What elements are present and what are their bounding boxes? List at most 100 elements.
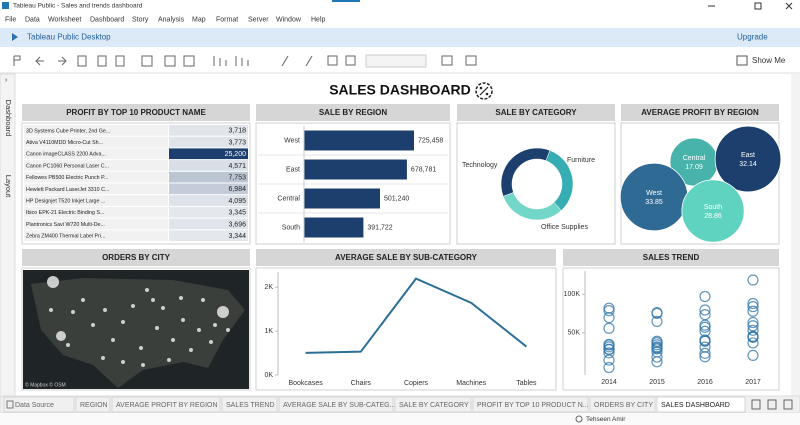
cell-value: 3,773 bbox=[228, 139, 246, 146]
collapse-arrow[interactable]: › bbox=[5, 77, 8, 84]
fit-dropdown[interactable] bbox=[365, 54, 427, 68]
sheet-tab[interactable] bbox=[111, 396, 221, 413]
tool-icon[interactable] bbox=[465, 55, 477, 66]
tool-icon[interactable] bbox=[183, 55, 195, 67]
x-tick-label: Copiers bbox=[404, 380, 429, 387]
sheet-tab[interactable] bbox=[472, 396, 589, 413]
sheet-tab-label[interactable]: SALES TREND bbox=[226, 402, 275, 409]
menu-item[interactable]: Window bbox=[276, 16, 302, 23]
point bbox=[747, 337, 759, 349]
sheet-tab[interactable] bbox=[278, 396, 394, 413]
tool-icon[interactable] bbox=[97, 55, 107, 67]
sheet-tab-label[interactable]: PROFIT BY TOP 10 PRODUCT N... bbox=[477, 402, 589, 409]
menu-item[interactable]: Dashboard bbox=[90, 16, 124, 23]
point bbox=[603, 341, 615, 353]
bubble-value: 32.14 bbox=[739, 161, 757, 168]
bubble-value: 17.09 bbox=[685, 164, 703, 171]
tool-icon[interactable] bbox=[77, 55, 87, 67]
sheet-tab-label[interactable]: AVERAGE PROFIT BY REGION bbox=[116, 402, 218, 409]
category-label: South bbox=[282, 224, 300, 231]
sheet-tab-label[interactable]: AVERAGE SALE BY SUB-CATEG... bbox=[283, 402, 395, 409]
y-tick-label: 1K bbox=[264, 328, 273, 335]
highlight-cell bbox=[169, 195, 248, 206]
point bbox=[603, 305, 615, 317]
y-tick-label: 50K bbox=[568, 329, 581, 336]
scrollbar[interactable] bbox=[791, 74, 800, 396]
show-me-button[interactable]: Show Me bbox=[752, 56, 786, 65]
menu-item[interactable]: Format bbox=[216, 16, 238, 23]
point bbox=[699, 335, 711, 347]
city-dot bbox=[217, 306, 229, 318]
menu-item[interactable]: Story bbox=[132, 16, 149, 23]
sheet-tab-label[interactable]: REGION bbox=[80, 402, 108, 409]
x-tick-label: Bookcases bbox=[288, 380, 323, 387]
upgrade-link[interactable]: Upgrade bbox=[737, 33, 768, 42]
new-sheet[interactable] bbox=[751, 399, 761, 410]
sheet-tab-label[interactable]: Data Source bbox=[15, 402, 54, 409]
cell-value: 3,344 bbox=[228, 233, 246, 240]
window-title: Tableau Public - Sales and trends dashbo… bbox=[13, 3, 143, 10]
show-me-icon[interactable] bbox=[736, 55, 748, 66]
forward-button[interactable] bbox=[58, 56, 67, 66]
sheet-tab[interactable] bbox=[394, 396, 472, 413]
menu-item[interactable]: Map bbox=[192, 16, 206, 23]
sheet-tab-label[interactable]: SALE BY CATEGORY bbox=[399, 402, 469, 409]
menu-item[interactable]: Analysis bbox=[158, 16, 185, 23]
panel-header bbox=[563, 249, 779, 266]
point bbox=[699, 347, 711, 359]
new-dashboard[interactable] bbox=[767, 399, 777, 410]
tool-icon[interactable] bbox=[327, 55, 338, 66]
city-dot bbox=[161, 306, 165, 310]
side-tab[interactable]: Dashboard bbox=[4, 100, 13, 137]
name-cell bbox=[24, 160, 168, 171]
menu-item[interactable]: Help bbox=[311, 16, 326, 23]
tool-icon[interactable] bbox=[441, 55, 453, 66]
cell-value: 3,718 bbox=[228, 128, 246, 135]
bubble-label: West bbox=[646, 190, 662, 197]
product-name: Plantronics Savi W720 Multi-De... bbox=[26, 222, 105, 228]
name-cell bbox=[24, 195, 168, 206]
menu-item[interactable]: Data bbox=[25, 16, 40, 23]
menu-item[interactable]: Server bbox=[248, 16, 269, 23]
point bbox=[603, 347, 615, 359]
highlight-cell bbox=[169, 136, 248, 148]
cell-value: 3,345 bbox=[228, 210, 246, 217]
panel-header bbox=[256, 104, 450, 121]
menu-item[interactable]: File bbox=[5, 16, 16, 23]
panel-title: SALES TREND bbox=[643, 253, 700, 262]
side-tab[interactable]: Layout bbox=[4, 175, 13, 198]
city-dot bbox=[66, 343, 70, 347]
menu-item[interactable]: Worksheet bbox=[48, 16, 81, 23]
highlight-cell bbox=[169, 148, 248, 160]
bar bbox=[304, 159, 407, 180]
name-cell bbox=[24, 230, 168, 241]
back-button[interactable] bbox=[35, 56, 44, 66]
close-button[interactable] bbox=[785, 2, 793, 10]
maximize-button[interactable] bbox=[754, 2, 762, 10]
map-attribution: © Mapbox © OSM bbox=[25, 381, 66, 388]
highlight-cell bbox=[169, 171, 248, 183]
bubble-label: Central bbox=[683, 155, 706, 162]
tool-icon[interactable] bbox=[141, 55, 153, 67]
sheet-tab-label[interactable]: ORDERS BY CITY bbox=[594, 402, 653, 409]
tool-icon[interactable] bbox=[305, 55, 313, 67]
tool-icon[interactable] bbox=[281, 55, 289, 67]
city-dot bbox=[209, 340, 213, 344]
sheet-tab[interactable] bbox=[75, 396, 111, 413]
sheet-tab[interactable] bbox=[589, 396, 656, 413]
tool-icon[interactable] bbox=[164, 55, 176, 67]
sheet-tab-label[interactable]: SALES DASHBOARD bbox=[661, 402, 730, 409]
x-tick-label: 2014 bbox=[601, 379, 617, 386]
tool-icon[interactable] bbox=[345, 55, 356, 66]
tool-icon[interactable] bbox=[213, 56, 227, 66]
tool-icon[interactable] bbox=[13, 55, 21, 66]
active-sheet-tab[interactable] bbox=[656, 396, 746, 413]
tool-icon[interactable] bbox=[115, 55, 125, 67]
data-source-icon bbox=[6, 400, 14, 409]
sheet-tab[interactable] bbox=[221, 396, 278, 413]
panel bbox=[562, 267, 780, 391]
tool-icon[interactable] bbox=[235, 56, 249, 66]
sheet-tab[interactable] bbox=[3, 396, 75, 413]
new-story[interactable] bbox=[783, 399, 793, 410]
city-dot bbox=[47, 276, 59, 288]
